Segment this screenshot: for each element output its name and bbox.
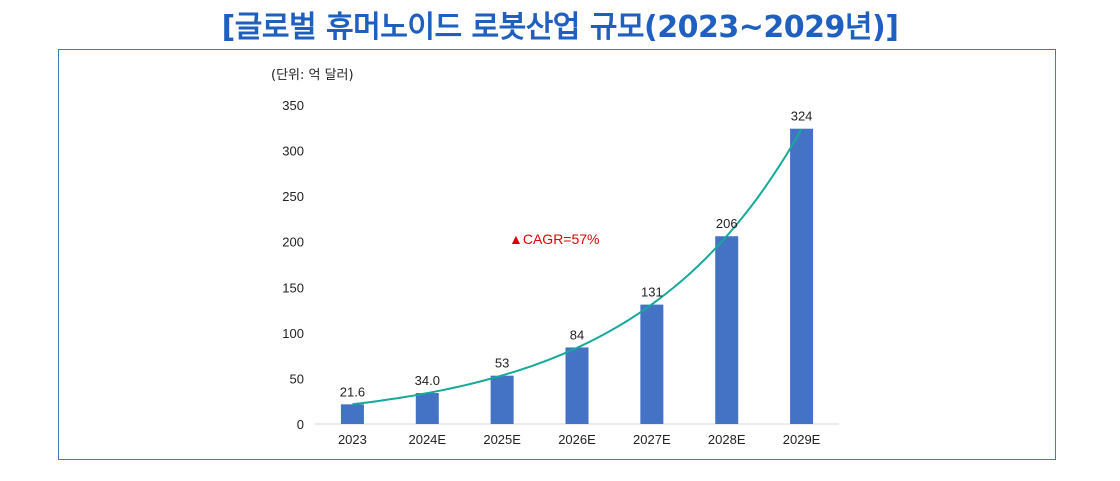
cagr-annotation: ▲CAGR=57% xyxy=(509,231,600,247)
data-label: 53 xyxy=(495,356,509,371)
bar xyxy=(715,236,739,424)
bar xyxy=(490,375,514,424)
y-tick-label: 250 xyxy=(282,189,304,204)
y-tick-label: 300 xyxy=(282,144,304,159)
data-label: 324 xyxy=(791,109,813,124)
bar xyxy=(790,128,814,424)
data-label: 206 xyxy=(716,216,738,231)
y-tick-label: 150 xyxy=(282,280,304,295)
y-tick-label: 350 xyxy=(282,98,304,113)
y-tick-label: 200 xyxy=(282,235,304,250)
chart-frame: (단위: 억 달러) 0 50 100 150 200 250 300 350 21.6 34.… xyxy=(58,49,1056,460)
data-label: 131 xyxy=(641,285,663,300)
x-axis: 2023 2024E 2025E 2026E 2027E 2028E 2029E xyxy=(338,432,821,447)
x-tick-label: 2028E xyxy=(708,432,746,447)
data-label: 34.0 xyxy=(415,373,440,388)
bar-chart: (단위: 억 달러) 0 50 100 150 200 250 300 350 21.6 34.… xyxy=(271,68,839,447)
x-tick-label: 2025E xyxy=(483,432,521,447)
bar xyxy=(415,393,439,424)
trendline xyxy=(352,128,803,406)
x-tick-label: 2024E xyxy=(408,432,446,447)
bars xyxy=(340,128,814,424)
x-tick-label: 2023 xyxy=(338,432,367,447)
data-label: 84 xyxy=(570,327,584,342)
bar xyxy=(565,347,589,424)
y-tick-label: 0 xyxy=(297,417,304,432)
data-label: 21.6 xyxy=(340,384,365,399)
x-tick-label: 2026E xyxy=(558,432,596,447)
unit-label: (단위: 억 달러) xyxy=(271,68,354,83)
y-axis: 0 50 100 150 200 250 300 350 xyxy=(282,98,304,432)
data-labels: 21.6 34.0 53 84 131 206 324 xyxy=(340,109,813,400)
y-tick-label: 100 xyxy=(282,326,304,341)
bar xyxy=(640,304,664,424)
y-tick-label: 50 xyxy=(290,371,304,386)
bar xyxy=(340,404,364,424)
x-tick-label: 2027E xyxy=(633,432,671,447)
x-tick-label: 2029E xyxy=(783,432,821,447)
chart-title: [글로벌 휴머노이드 로봇산업 규모(2023~2029년)] xyxy=(221,10,899,45)
